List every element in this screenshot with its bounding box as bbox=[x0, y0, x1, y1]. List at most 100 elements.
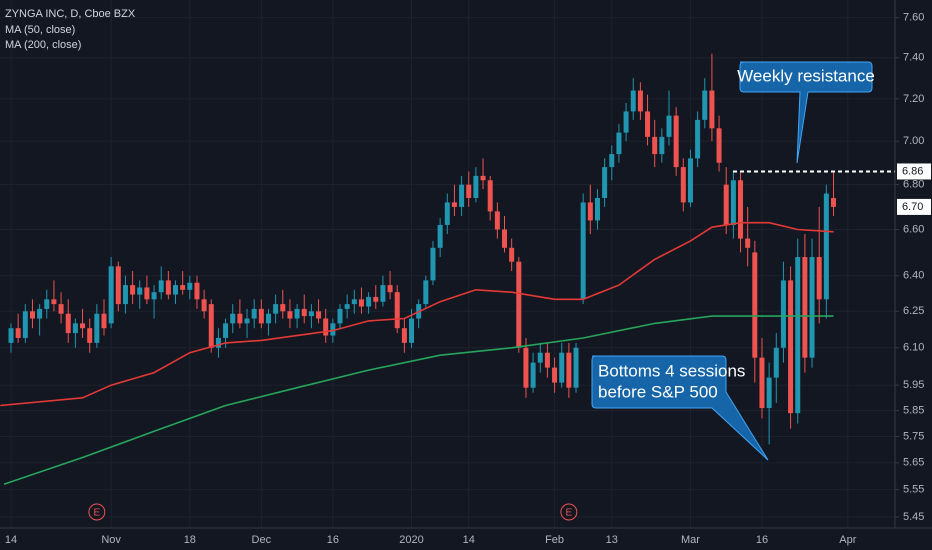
candle-body bbox=[759, 357, 765, 409]
event-label: E bbox=[94, 508, 101, 519]
candle-body bbox=[37, 308, 43, 319]
candle-body bbox=[373, 296, 379, 302]
candle-body bbox=[645, 111, 651, 137]
candle-body bbox=[530, 362, 536, 388]
candle-body bbox=[666, 115, 672, 137]
candle-body bbox=[330, 323, 336, 336]
candle-body bbox=[559, 352, 565, 383]
candle-body bbox=[501, 229, 508, 248]
y-tick-label: 5.55 bbox=[903, 484, 924, 496]
candle-body bbox=[552, 367, 558, 383]
candle-body bbox=[766, 377, 772, 409]
x-tick-label: 16 bbox=[756, 534, 768, 546]
candle-body bbox=[358, 299, 364, 307]
candle-body bbox=[122, 285, 128, 305]
candle-body bbox=[251, 308, 257, 319]
candle-body bbox=[687, 158, 693, 203]
candle-body bbox=[51, 299, 57, 305]
candle-body bbox=[223, 323, 229, 338]
y-tick-label: 6.80 bbox=[903, 179, 924, 191]
y-tick-label: 7.00 bbox=[903, 135, 924, 147]
candle-body bbox=[459, 184, 465, 207]
candle-body bbox=[180, 285, 186, 290]
candle-body bbox=[280, 304, 286, 312]
candle-body bbox=[265, 313, 271, 324]
candle-body bbox=[716, 128, 722, 163]
candle-body bbox=[294, 308, 300, 319]
candle-body bbox=[108, 266, 114, 324]
candle-body bbox=[87, 328, 93, 343]
candle-body bbox=[630, 90, 636, 112]
candle-body bbox=[201, 299, 207, 312]
y-tick-label: 7.40 bbox=[903, 52, 924, 64]
candle-body bbox=[165, 280, 171, 295]
candle-body bbox=[451, 202, 457, 207]
candle-body bbox=[258, 308, 264, 324]
candle-body bbox=[473, 175, 479, 198]
callout-box bbox=[591, 355, 769, 461]
candle-body bbox=[137, 287, 143, 295]
x-tick-label: 16 bbox=[327, 534, 339, 546]
candle-body bbox=[144, 287, 150, 300]
candle-body bbox=[616, 132, 622, 155]
candle-body bbox=[101, 313, 107, 329]
marks bbox=[0, 53, 895, 485]
candle-body bbox=[487, 180, 493, 212]
candle-body bbox=[673, 115, 679, 168]
candle-body bbox=[22, 311, 28, 338]
candle-body bbox=[780, 280, 786, 348]
candle-body bbox=[273, 304, 279, 314]
event-label: E bbox=[566, 508, 573, 519]
candle-body bbox=[573, 347, 579, 388]
candle-body bbox=[130, 285, 136, 295]
x-tick-label: Apr bbox=[839, 534, 856, 546]
event-marker bbox=[560, 503, 578, 521]
candle-body bbox=[323, 318, 329, 336]
candle-body bbox=[709, 90, 715, 129]
candle-body bbox=[594, 197, 600, 221]
ma-line bbox=[0, 221, 834, 407]
candle-body bbox=[809, 257, 815, 358]
candle-body bbox=[752, 252, 758, 358]
candle-body bbox=[308, 311, 314, 317]
candle-body bbox=[695, 119, 701, 159]
candle-body bbox=[208, 304, 214, 348]
candle-body bbox=[80, 323, 86, 329]
candle-body bbox=[58, 304, 64, 314]
event-marker bbox=[88, 503, 106, 521]
x-tick-label: 13 bbox=[606, 534, 618, 546]
candle-body bbox=[523, 347, 529, 388]
candle-body bbox=[494, 211, 500, 230]
indicator-label: MA (200, close) bbox=[5, 39, 81, 51]
indicator-label: MA (50, close) bbox=[5, 24, 75, 36]
candle-body bbox=[187, 282, 193, 290]
candle-body bbox=[173, 285, 179, 295]
candle-body bbox=[380, 285, 386, 302]
candle-body bbox=[430, 247, 436, 281]
callout: Weekly resistance bbox=[737, 61, 875, 164]
x-tick-label: 2020 bbox=[399, 534, 423, 546]
callout: Bottoms 4 sessions before S&P 500 bbox=[591, 355, 769, 461]
candle-body bbox=[230, 313, 236, 324]
candle-body bbox=[816, 257, 822, 300]
candle-body bbox=[29, 311, 35, 319]
candle-body bbox=[795, 257, 801, 414]
y-tick-label: 6.60 bbox=[903, 223, 924, 235]
candle-body bbox=[444, 202, 450, 225]
y-tick-label: 5.45 bbox=[903, 511, 924, 523]
candle-body bbox=[659, 136, 665, 155]
x-tick-label: 18 bbox=[184, 534, 196, 546]
candle-body bbox=[537, 352, 543, 363]
candle-body bbox=[587, 202, 593, 221]
candle-body bbox=[215, 337, 221, 348]
y-tick-label: 7.60 bbox=[903, 12, 924, 24]
candle-body bbox=[544, 352, 550, 368]
candle-body bbox=[723, 184, 729, 225]
ma-line bbox=[3, 315, 834, 485]
candle-body bbox=[15, 328, 21, 338]
candle-body bbox=[466, 184, 472, 198]
candle-body bbox=[409, 318, 415, 343]
price-label-box bbox=[897, 163, 931, 180]
x-tick-label: Nov bbox=[101, 534, 121, 546]
